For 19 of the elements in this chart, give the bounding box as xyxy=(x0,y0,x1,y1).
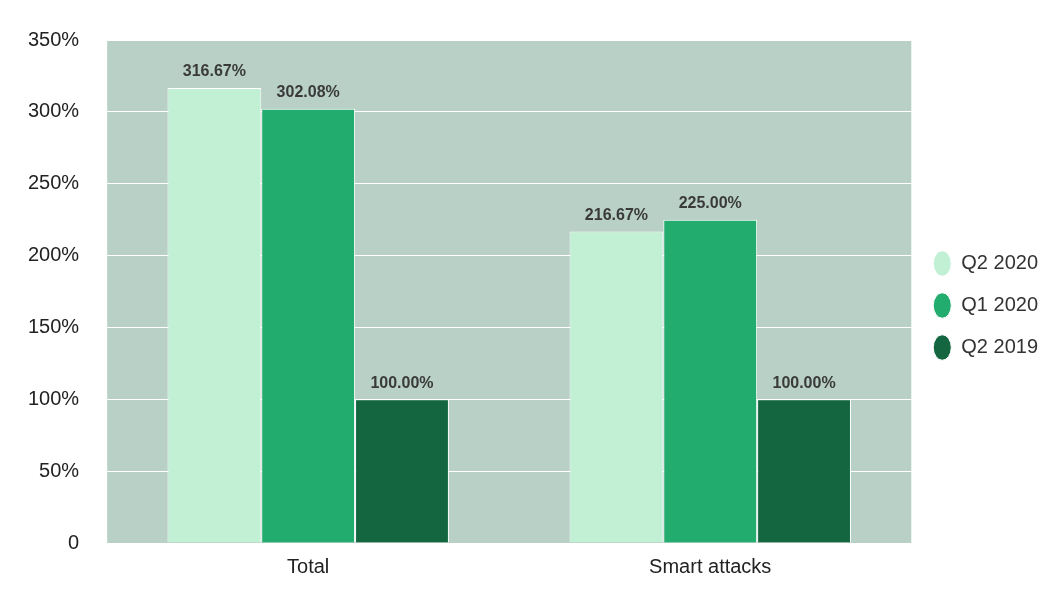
y-tick-label: 250% xyxy=(28,171,80,194)
legend-label: Q2 2019 xyxy=(961,335,1039,358)
y-tick-label: 100% xyxy=(28,386,80,409)
y-tick-label: 150% xyxy=(28,314,80,337)
y-tick-label: 300% xyxy=(28,99,80,122)
data-label: 302.08% xyxy=(276,83,340,101)
data-label: 225.00% xyxy=(678,194,742,212)
y-tick-label: 50% xyxy=(39,458,80,481)
x-tick-label: Smart attacks xyxy=(649,554,772,577)
data-label: 100.00% xyxy=(370,373,434,391)
legend-label: Q2 2020 xyxy=(961,251,1039,274)
data-label: 216.67% xyxy=(584,206,649,224)
data-label: 100.00% xyxy=(772,373,836,391)
x-tick-label: Total xyxy=(287,554,330,577)
y-tick-label: 0 xyxy=(68,530,80,553)
legend-label: Q1 2020 xyxy=(961,293,1039,316)
y-tick-label: 350% xyxy=(28,27,80,50)
y-tick-label: 200% xyxy=(28,243,80,266)
data-label: 316.67% xyxy=(182,62,246,80)
